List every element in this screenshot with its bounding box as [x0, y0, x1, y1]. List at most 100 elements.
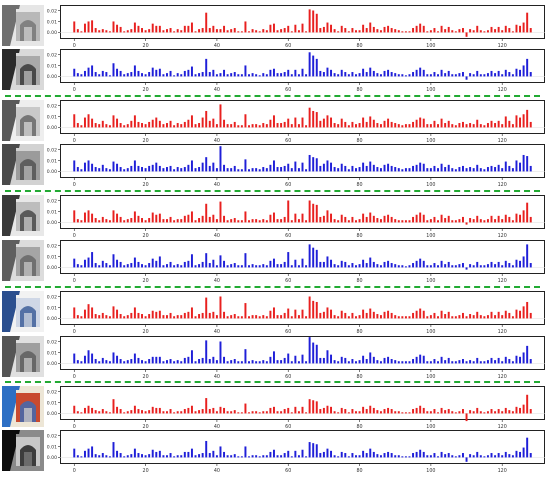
bar [401, 316, 404, 319]
bar [344, 312, 347, 319]
bar [337, 316, 340, 319]
bar [237, 412, 240, 414]
bar [465, 316, 468, 319]
bar [376, 73, 379, 77]
bar [280, 219, 283, 223]
bar [511, 124, 514, 128]
bar [133, 211, 136, 223]
bar [237, 265, 240, 268]
bar [469, 29, 472, 33]
bar [230, 455, 233, 458]
bar [511, 411, 514, 414]
bar [419, 23, 422, 33]
bar [322, 163, 325, 172]
bar [237, 31, 240, 33]
bar [133, 257, 136, 268]
bar [437, 265, 439, 268]
bar [272, 115, 275, 128]
bar [230, 124, 233, 128]
bar [198, 264, 201, 268]
bar [294, 213, 297, 223]
y-tick-label: 0.02 [47, 433, 57, 439]
bar [451, 316, 454, 319]
bar [494, 264, 497, 268]
bar [494, 123, 497, 128]
bar [426, 124, 429, 128]
y-tick-label: 0.00 [47, 455, 57, 461]
bar [415, 25, 418, 33]
bar [287, 407, 290, 414]
bar [312, 55, 315, 77]
bar [166, 455, 168, 458]
bar [301, 117, 304, 128]
bar [98, 315, 101, 319]
bar [390, 28, 393, 33]
bar [501, 168, 504, 172]
bar [344, 72, 347, 77]
bar [437, 31, 439, 33]
bar [387, 451, 390, 458]
bar [529, 359, 532, 364]
bar [355, 265, 357, 268]
bar [258, 125, 261, 128]
bar [205, 398, 208, 414]
bar [365, 72, 368, 77]
bar [490, 261, 493, 268]
bar [219, 446, 222, 458]
bar [440, 163, 443, 172]
bar [433, 359, 436, 364]
y-tick-label: 0.01 [47, 400, 57, 406]
bar [429, 74, 432, 77]
y-tick-label: 0.02 [47, 103, 57, 109]
bar [169, 359, 172, 364]
bar [390, 121, 393, 128]
bar [223, 164, 226, 172]
bar [458, 315, 461, 319]
bar [219, 201, 222, 223]
bar [312, 443, 315, 458]
bar [176, 315, 179, 319]
bar [151, 67, 154, 77]
bar [351, 263, 354, 268]
bar [397, 168, 400, 172]
bar [162, 219, 165, 223]
y-tick-label: 0.01 [47, 305, 57, 311]
bar [294, 161, 297, 172]
bar [358, 123, 361, 128]
bar [340, 214, 343, 223]
bar [148, 121, 151, 128]
bar [326, 160, 329, 172]
bar [126, 264, 129, 268]
bar [362, 309, 365, 319]
bar [305, 74, 308, 77]
bar [137, 70, 140, 77]
bar [472, 361, 475, 364]
bar [372, 119, 375, 128]
bar [297, 30, 300, 33]
bar [461, 72, 464, 77]
bar [133, 448, 136, 458]
bar [454, 361, 457, 364]
bar [497, 261, 500, 268]
bar [272, 449, 275, 458]
bar [315, 204, 318, 223]
bar [351, 409, 354, 414]
bar [283, 165, 286, 172]
bar [479, 265, 482, 268]
bar [515, 406, 518, 414]
bar [297, 361, 300, 364]
bar [144, 30, 147, 33]
bar [176, 360, 179, 364]
bar [422, 69, 425, 77]
bar [426, 168, 429, 172]
bar [280, 264, 283, 268]
bar [73, 353, 76, 364]
bar [401, 169, 404, 172]
bar [301, 258, 304, 268]
bar [230, 73, 233, 77]
bar [205, 440, 208, 458]
bar-chart: 0.00 0.01 0.02 0 20 40 60 80 100 120 [47, 8, 545, 49]
bar [397, 74, 400, 77]
bar [294, 24, 297, 33]
bar [372, 164, 375, 172]
